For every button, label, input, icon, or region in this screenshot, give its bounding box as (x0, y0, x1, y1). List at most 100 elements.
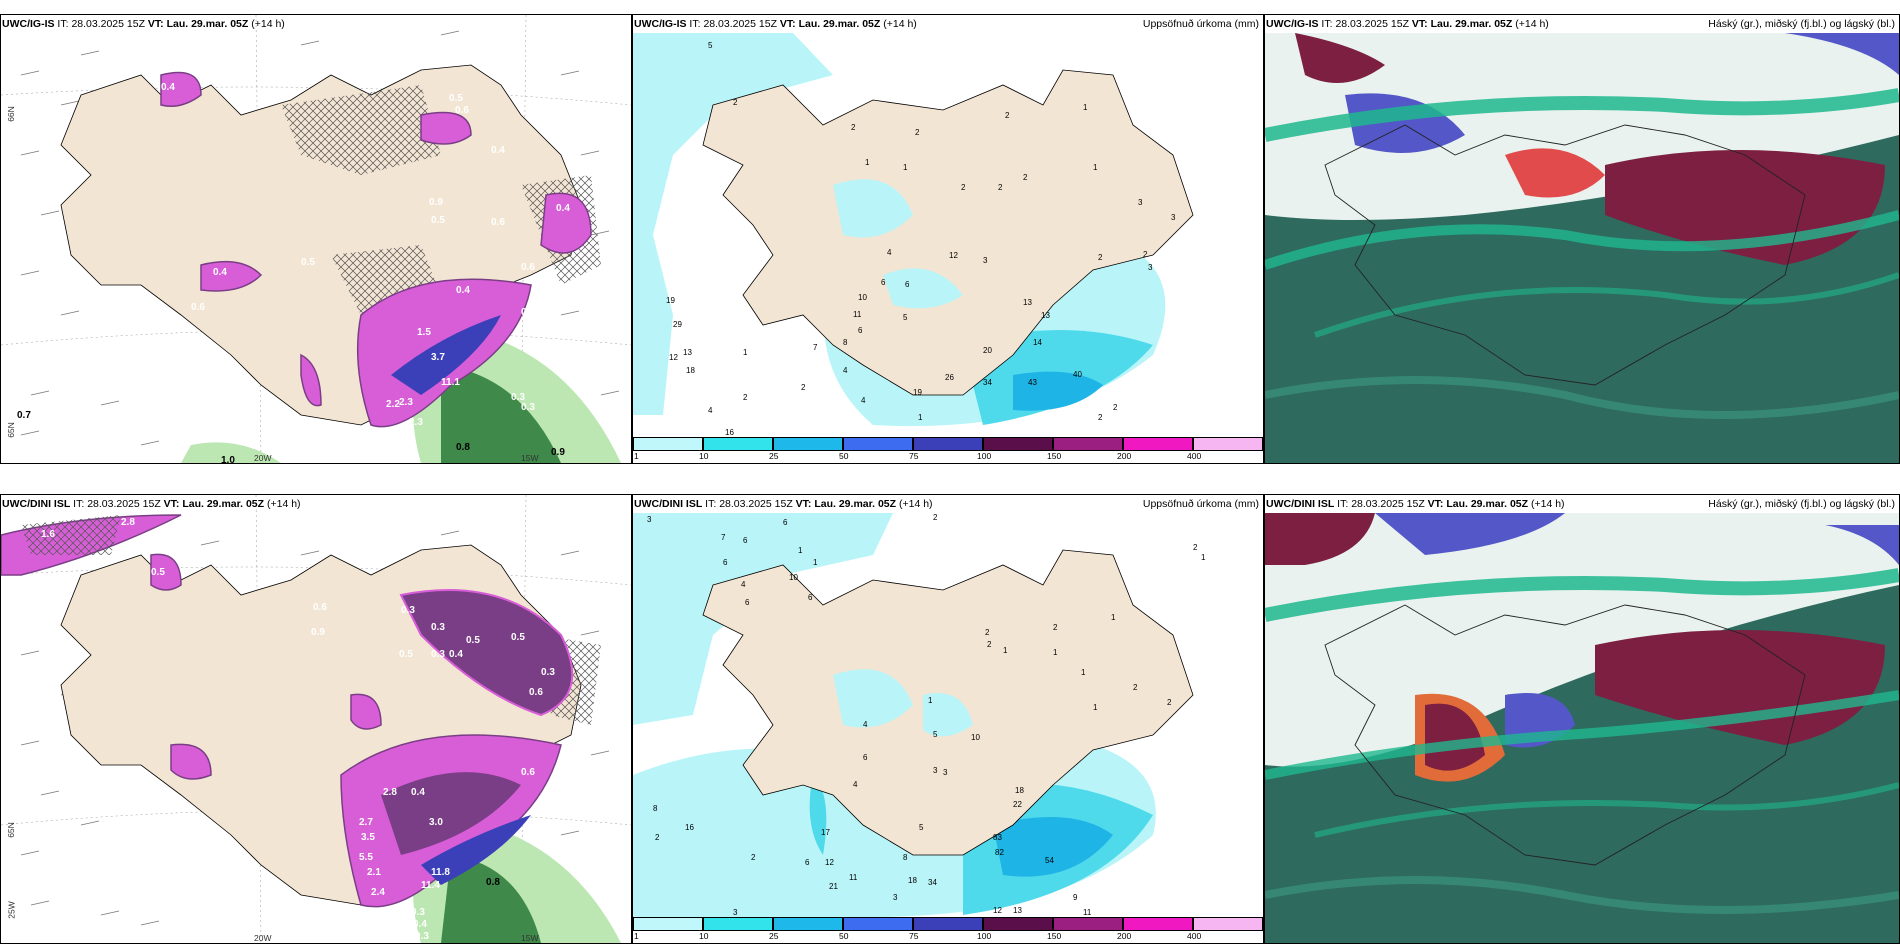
svg-text:0.6: 0.6 (313, 602, 327, 613)
it-label: IT: (57, 18, 69, 30)
colorbar-label: 50 (839, 931, 849, 941)
svg-text:0.9: 0.9 (429, 197, 443, 208)
svg-text:1.6: 1.6 (41, 529, 55, 540)
svg-text:2.8: 2.8 (383, 787, 397, 798)
colorbar-segment (1193, 917, 1263, 931)
model-label: UWC/IG-IS (2, 18, 55, 30)
svg-text:2: 2 (1167, 698, 1172, 707)
svg-text:16: 16 (685, 823, 694, 832)
svg-text:1.0: 1.0 (221, 455, 235, 463)
svg-text:2: 2 (1023, 173, 1028, 182)
colorbar-segment (843, 437, 913, 451)
colorbar-segment (983, 917, 1053, 931)
svg-text:1: 1 (798, 546, 803, 555)
vt-label: VT: (163, 498, 180, 510)
svg-text:4: 4 (887, 248, 892, 257)
it-label: IT: (1337, 498, 1349, 510)
colorbar-label: 25 (769, 931, 779, 941)
svg-text:2: 2 (1113, 403, 1118, 412)
svg-text:0.4: 0.4 (213, 267, 227, 278)
lon-label-25w: 25W (6, 901, 17, 919)
it-label: IT: (73, 498, 85, 510)
svg-text:0.4: 0.4 (491, 145, 505, 156)
svg-text:4: 4 (741, 580, 746, 589)
it-value: 28.03.2025 15Z (1335, 18, 1409, 30)
svg-text:0.9: 0.9 (551, 447, 565, 458)
svg-text:2: 2 (655, 833, 660, 842)
svg-text:3: 3 (1138, 198, 1143, 207)
svg-text:8: 8 (903, 853, 908, 862)
svg-text:0.5: 0.5 (151, 567, 165, 578)
svg-text:1: 1 (1201, 553, 1206, 562)
colorbar-label: 200 (1117, 931, 1132, 941)
svg-text:0.4: 0.4 (161, 82, 175, 93)
it-value: 28.03.2025 15Z (87, 498, 161, 510)
svg-text:0.6: 0.6 (521, 767, 535, 778)
vt-value: Lau. 29.mar. 05Z (814, 498, 897, 510)
svg-text:2.2: 2.2 (386, 399, 400, 410)
svg-text:7: 7 (721, 533, 726, 542)
svg-text:11: 11 (1083, 908, 1092, 917)
svg-text:3: 3 (933, 766, 938, 775)
svg-text:11.4: 11.4 (421, 880, 440, 891)
svg-text:2.8: 2.8 (121, 517, 135, 528)
svg-text:2: 2 (1193, 543, 1198, 552)
svg-text:11: 11 (853, 310, 862, 319)
vt-value: Lau. 29.mar. 05Z (1446, 498, 1529, 510)
svg-text:2: 2 (985, 628, 990, 637)
it-value: 28.03.2025 15Z (1351, 498, 1425, 510)
svg-text:2: 2 (998, 183, 1003, 192)
svg-text:0.5: 0.5 (466, 635, 480, 646)
svg-text:2: 2 (801, 383, 806, 392)
svg-text:13: 13 (1041, 311, 1050, 320)
precip-map: 37 66 11 46 610 62 22 12 11 22 11 14 5 10… (633, 513, 1206, 917)
colorbar-segment (1123, 437, 1193, 451)
svg-text:7: 7 (813, 343, 818, 352)
colorbar-label: 100 (977, 931, 992, 941)
colorbar-label: 150 (1047, 931, 1062, 941)
svg-text:18: 18 (686, 366, 695, 375)
lead-time: (+14 h) (1530, 498, 1565, 510)
svg-text:2.7: 2.7 (359, 817, 373, 828)
it-value: 28.03.2025 15Z (71, 18, 145, 30)
svg-text:0.5: 0.5 (431, 215, 445, 226)
svg-text:13: 13 (1023, 298, 1032, 307)
svg-text:6: 6 (863, 753, 868, 762)
it-label: IT: (689, 18, 701, 30)
svg-text:2.3: 2.3 (409, 417, 423, 428)
svg-text:2: 2 (987, 640, 992, 649)
svg-text:12: 12 (949, 251, 958, 260)
lat-label-65n: 65N (5, 422, 16, 438)
colorbar-segment (843, 917, 913, 931)
panel-top-right-cloud-map: UWC/IG-IS IT: 28.03.2025 15Z VT: Lau. 29… (1264, 14, 1900, 464)
svg-text:0.6: 0.6 (529, 687, 543, 698)
svg-text:6: 6 (858, 326, 863, 335)
model-label: UWC/DINI ISL (1266, 498, 1335, 510)
vt-label: VT: (779, 18, 796, 30)
svg-text:2: 2 (1133, 683, 1138, 692)
vt-value: Lau. 29.mar. 05Z (166, 18, 249, 30)
svg-text:6: 6 (783, 518, 788, 527)
svg-text:0.4: 0.4 (456, 285, 470, 296)
svg-text:3.0: 3.0 (429, 817, 443, 828)
svg-text:0.6: 0.6 (521, 262, 535, 273)
svg-text:0.3: 0.3 (415, 931, 429, 942)
svg-text:0.6: 0.6 (191, 302, 205, 313)
svg-text:2.1: 2.1 (367, 867, 381, 878)
vt-label: VT: (795, 498, 812, 510)
svg-text:10: 10 (858, 293, 867, 302)
colorbar-label: 75 (909, 931, 919, 941)
svg-text:54: 54 (1045, 856, 1054, 865)
svg-text:5: 5 (708, 41, 713, 50)
panel-bottom-middle-precip-map: UWC/DINI ISL IT: 28.03.2025 15Z VT: Lau.… (632, 494, 1264, 944)
it-value: 28.03.2025 15Z (719, 498, 793, 510)
panel-title: Uppsöfnuð úrkoma (mm) (1142, 18, 1259, 30)
svg-text:0.4: 0.4 (521, 307, 535, 318)
svg-text:3: 3 (1171, 213, 1176, 222)
model-label: UWC/IG-IS (634, 18, 687, 30)
cloud-map (1265, 513, 1899, 943)
lead-time: (+14 h) (898, 498, 933, 510)
svg-text:18: 18 (1015, 786, 1024, 795)
svg-text:2.3: 2.3 (399, 397, 413, 408)
